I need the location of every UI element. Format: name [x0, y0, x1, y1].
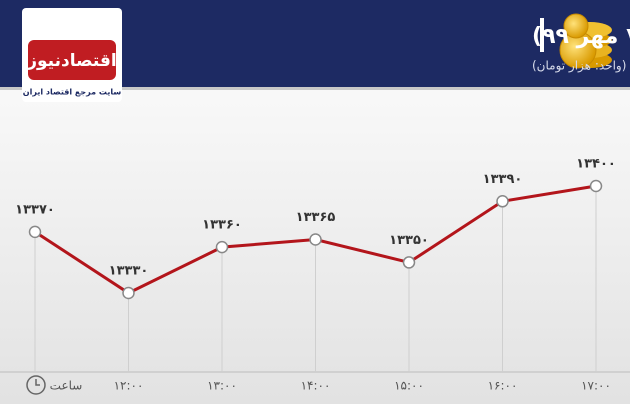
value-label: ۱۳۳۹۰: [483, 172, 523, 187]
point: [28, 225, 42, 239]
logo-badge: [28, 40, 116, 80]
point: [402, 256, 416, 269]
coins-icon: [559, 13, 612, 69]
point: [215, 240, 229, 254]
x-tick-label: ۱۵:۰۰: [394, 379, 424, 393]
clock-icon: [26, 375, 46, 395]
value-label: ۱۳۳۳۰: [109, 264, 149, 279]
x-tick-label: ۱۳:۰۰: [207, 379, 237, 393]
brand-tagline: سایت مرجع اقتصاد ایران: [23, 88, 122, 97]
x-tick-label: ۱۲:۰۰: [114, 379, 144, 393]
value-label: ۱۳۳۶۵: [296, 210, 336, 225]
value-label: ۱۳۴۰۰: [576, 157, 616, 172]
header-rule: [0, 87, 630, 90]
chart-subtitle: (واحد: هزار تومان): [532, 59, 626, 74]
x-tick-label: ۱۶:۰۰: [488, 379, 518, 393]
x-tick-label: ۱۴:۰۰: [301, 379, 331, 393]
point: [496, 195, 509, 208]
brand: اقتصادنیوز: [26, 51, 117, 71]
title-bar: [540, 18, 544, 52]
point: [309, 233, 322, 246]
value-label: ۱۳۳۵۰: [389, 233, 429, 248]
x-axis-label: ساعت: [50, 379, 83, 393]
value-label: ۱۳۳۷۰: [15, 202, 55, 217]
chart-title: روند بهای سکه (دوشنبه ۷ مهر ۹۹): [532, 24, 630, 49]
point: [589, 179, 603, 193]
x-tick-label: ۱۷:۰۰: [581, 379, 611, 393]
value-label: ۱۳۳۶۰: [202, 218, 242, 233]
point: [122, 286, 135, 300]
